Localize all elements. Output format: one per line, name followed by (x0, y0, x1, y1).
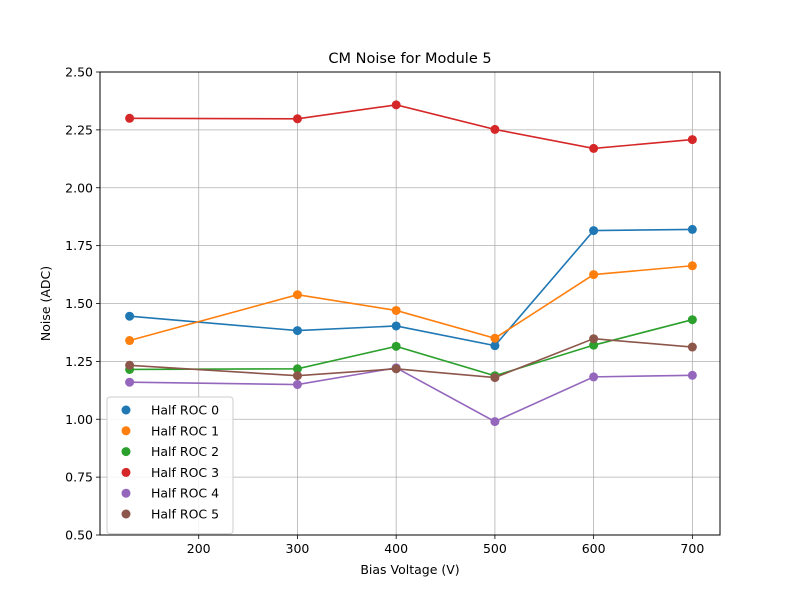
ticks: 200 300 400 500 600 700 0.50 0.75 1.00 1.25 1.50 1.… (65, 65, 704, 557)
legend-label: Half ROC 1 (151, 423, 219, 438)
data-point (589, 226, 599, 236)
x-axis-label: Bias Voltage (V) (360, 562, 459, 577)
data-point (687, 261, 697, 271)
data-point (490, 417, 500, 427)
y-tick-label: 2.00 (65, 180, 93, 195)
legend-label: Half ROC 5 (151, 507, 219, 522)
legend-marker (121, 509, 131, 519)
series-4 (125, 363, 697, 427)
data-point (292, 290, 302, 300)
x-tick-label: 300 (286, 541, 310, 556)
data-point (391, 364, 401, 374)
data-point (292, 364, 302, 374)
x-tick-label: 500 (483, 541, 507, 556)
data-point (687, 342, 697, 352)
series-line (129, 318, 693, 377)
series-0 (125, 224, 697, 351)
y-tick-label: 1.50 (65, 296, 93, 311)
y-axis-label: Noise (ADC) (38, 266, 53, 341)
data-point (125, 336, 135, 346)
data-point (391, 305, 401, 315)
data-point (490, 373, 500, 383)
series-line (129, 104, 693, 150)
x-tick-label: 400 (384, 541, 408, 556)
series-5 (125, 334, 697, 383)
legend-label: Half ROC 4 (151, 486, 219, 501)
y-tick-label: 1.75 (65, 238, 93, 253)
y-tick-label: 1.00 (65, 412, 93, 427)
data-point (589, 270, 599, 280)
legend-label: Half ROC 2 (151, 444, 219, 459)
chart-title: CM Noise for Module 5 (328, 51, 491, 67)
data-point (125, 113, 135, 123)
data-point (292, 114, 302, 124)
data-point (687, 224, 697, 234)
data-point (490, 341, 500, 351)
series-1 (125, 261, 697, 346)
data-point (490, 333, 500, 343)
legend-marker (121, 488, 131, 498)
y-tick-label: 0.75 (65, 470, 93, 485)
series-line (129, 337, 693, 379)
data-point (687, 315, 697, 325)
legend-marker (121, 405, 131, 415)
legend-label: Half ROC 0 (151, 403, 219, 418)
data-point (589, 340, 599, 350)
data-point (589, 143, 599, 153)
data-point (391, 341, 401, 351)
series-line (129, 264, 693, 342)
data-point (589, 334, 599, 344)
series-layer (125, 100, 697, 427)
x-tick-label: 600 (582, 541, 606, 556)
x-tick-label: 200 (187, 541, 211, 556)
data-point (125, 311, 135, 321)
data-point (490, 124, 500, 134)
data-point (292, 371, 302, 381)
data-point (687, 370, 697, 380)
data-point (292, 326, 302, 336)
y-tick-label: 2.25 (65, 122, 93, 137)
legend-marker (121, 447, 131, 457)
grid (100, 71, 720, 536)
legend-label: Half ROC 3 (151, 465, 219, 480)
data-point (391, 321, 401, 331)
series-line (129, 228, 693, 347)
series-line (129, 367, 693, 423)
legend: Half ROC 0 Half ROC 1 Half ROC 2 Half ROC 3… (106, 396, 234, 535)
data-point (292, 380, 302, 390)
data-point (125, 360, 135, 370)
y-tick-label: 0.50 (65, 528, 93, 543)
series-3 (125, 100, 697, 153)
data-point (589, 372, 599, 382)
legend-marker (121, 467, 131, 477)
legend-box (106, 396, 234, 535)
data-point (391, 100, 401, 110)
data-point (125, 377, 135, 387)
y-tick-label: 1.25 (65, 354, 93, 369)
legend-marker (121, 426, 131, 436)
data-point (687, 135, 697, 145)
x-tick-label: 700 (680, 541, 704, 556)
y-tick-label: 2.50 (65, 65, 93, 80)
